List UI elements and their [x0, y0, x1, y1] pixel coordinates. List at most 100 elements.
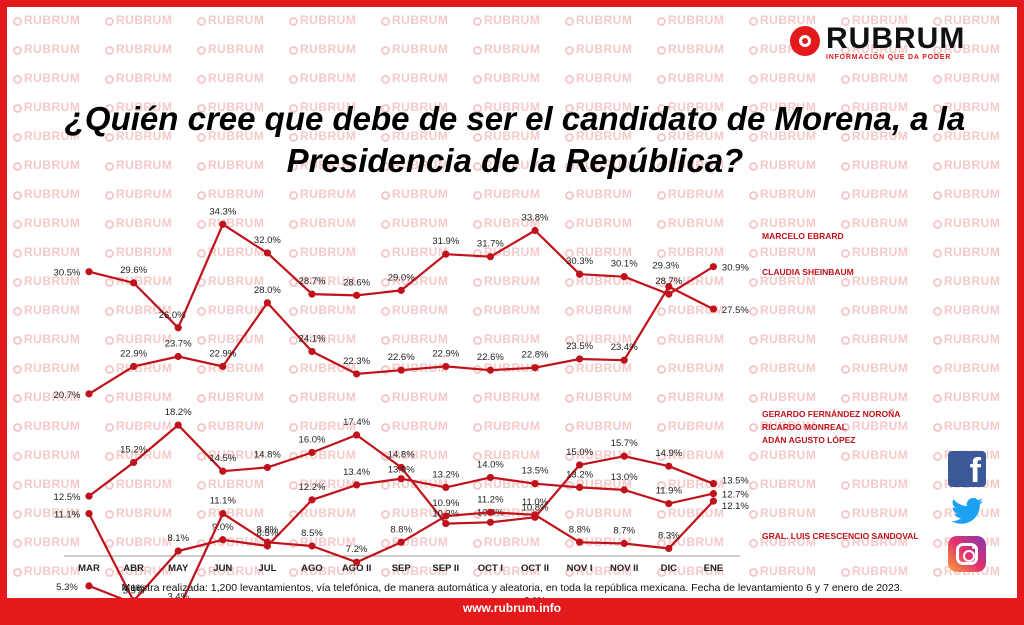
watermark-text: RUBRUM	[197, 100, 264, 114]
watermark-text: RUBRUM	[289, 274, 356, 288]
watermark-text: RUBRUM	[197, 390, 264, 404]
x-tick-label: OCT II	[521, 563, 549, 574]
data-label: 3.4%	[167, 592, 189, 603]
watermark-text: RUBRUM	[565, 332, 632, 346]
legend-label: CLAUDIA SHEINBAUM	[762, 267, 854, 277]
instagram-icon[interactable]	[948, 536, 986, 572]
watermark-text: RUBRUM	[565, 245, 632, 259]
watermark-text: RUBRUM	[473, 187, 540, 201]
watermark-text: RUBRUM	[841, 245, 908, 259]
watermark-text: RUBRUM	[657, 13, 724, 27]
watermark-text: RUBRUM	[841, 100, 908, 114]
x-tick-label: NOV I	[567, 563, 593, 574]
data-label: 12.5%	[54, 492, 81, 503]
data-label: 12.1%	[722, 501, 749, 512]
data-point	[174, 547, 182, 555]
watermark-text: RUBRUM	[197, 477, 264, 491]
watermark-text: RUBRUM	[933, 390, 1000, 404]
watermark-text: RUBRUM	[381, 187, 448, 201]
watermark-text: RUBRUM	[565, 187, 632, 201]
watermark-text: RUBRUM	[381, 71, 448, 85]
data-label: 22.8%	[522, 350, 549, 361]
watermark-text: RUBRUM	[749, 216, 816, 230]
watermark-text: RUBRUM	[565, 390, 632, 404]
watermark-text: RUBRUM	[473, 129, 540, 143]
watermark-text: RUBRUM	[381, 419, 448, 433]
x-tick-label: NOV II	[610, 563, 639, 574]
watermark-text: RUBRUM	[933, 332, 1000, 346]
watermark-text: RUBRUM	[841, 71, 908, 85]
data-point	[665, 283, 673, 291]
data-point	[219, 362, 227, 371]
watermark-text: RUBRUM	[105, 129, 172, 143]
website-link[interactable]: www.rubrum.info	[462, 601, 562, 615]
twitter-icon[interactable]	[948, 494, 986, 530]
data-point	[531, 480, 539, 488]
watermark-text: RUBRUM	[381, 332, 448, 346]
data-label: 26.0%	[159, 310, 186, 321]
data-point	[308, 448, 316, 457]
data-point	[442, 250, 450, 258]
data-point	[620, 539, 628, 548]
data-label: 29.3%	[652, 261, 679, 272]
data-label: 29.6%	[120, 265, 147, 276]
watermark-text: RUBRUM	[473, 13, 540, 27]
watermark-text: RUBRUM	[841, 158, 908, 172]
watermark-text: RUBRUM	[13, 448, 80, 462]
watermark-text: RUBRUM	[657, 245, 724, 259]
data-point	[576, 270, 584, 278]
data-label: 8.1%	[167, 533, 189, 544]
data-label: 18.2%	[165, 407, 192, 418]
data-label: 14.5%	[209, 453, 236, 464]
watermark-text: RUBRUM	[13, 245, 80, 259]
watermark-text: RUBRUM	[749, 13, 816, 27]
watermark-text: RUBRUM	[933, 245, 1000, 259]
watermark-text: RUBRUM	[841, 187, 908, 201]
watermark-text: RUBRUM	[13, 564, 80, 578]
data-label: 13.5%	[522, 466, 549, 477]
data-point	[397, 366, 405, 374]
data-label: 13.0%	[611, 472, 638, 483]
x-tick-label: OCT I	[478, 563, 503, 574]
watermark-text: RUBRUM	[197, 71, 264, 85]
watermark-text: RUBRUM	[841, 303, 908, 317]
watermark-text: RUBRUM	[749, 274, 816, 288]
watermark-text: RUBRUM	[841, 448, 908, 462]
facebook-icon[interactable]: f	[948, 451, 986, 490]
data-point	[85, 582, 93, 590]
x-tick-label: ABR	[123, 563, 144, 574]
watermark-text: RUBRUM	[933, 71, 1000, 85]
data-label: 12.2%	[299, 482, 326, 493]
data-label: 27.5%	[722, 305, 749, 316]
watermark-text: RUBRUM	[657, 158, 724, 172]
watermark-text: RUBRUM	[565, 71, 632, 85]
data-point	[263, 463, 271, 472]
data-point	[709, 480, 718, 488]
data-label: 16.0%	[299, 434, 326, 445]
x-tick-label: DIC	[661, 563, 678, 574]
data-label: 28.7%	[299, 276, 326, 287]
data-label: 8.8%	[257, 524, 279, 535]
logo-wordmark: RUBRUM	[826, 22, 966, 55]
watermark-text: RUBRUM	[933, 100, 1000, 114]
data-point	[486, 366, 494, 374]
watermark-text: RUBRUM	[749, 361, 816, 375]
watermark-text: RUBRUM	[657, 477, 724, 491]
data-label: 34.3%	[209, 206, 236, 217]
watermark-text: RUBRUM	[381, 216, 448, 230]
watermark-text: RUBRUM	[749, 477, 816, 491]
data-label: 28.7%	[655, 276, 682, 287]
watermark-text: RUBRUM	[841, 506, 908, 520]
watermark-text: RUBRUM	[381, 158, 448, 172]
data-point	[665, 290, 673, 298]
watermark-text: RUBRUM	[105, 390, 172, 404]
data-label: 15.7%	[611, 438, 638, 449]
data-label: 13.4%	[343, 467, 370, 478]
data-label: 22.9%	[209, 348, 236, 359]
watermark-text: RUBRUM	[197, 187, 264, 201]
watermark-text: RUBRUM	[473, 42, 540, 56]
watermark-text: RUBRUM	[197, 158, 264, 172]
watermark-text: RUBRUM	[565, 419, 632, 433]
watermark-text: RUBRUM	[13, 71, 80, 85]
data-label: 17.4%	[343, 417, 370, 428]
